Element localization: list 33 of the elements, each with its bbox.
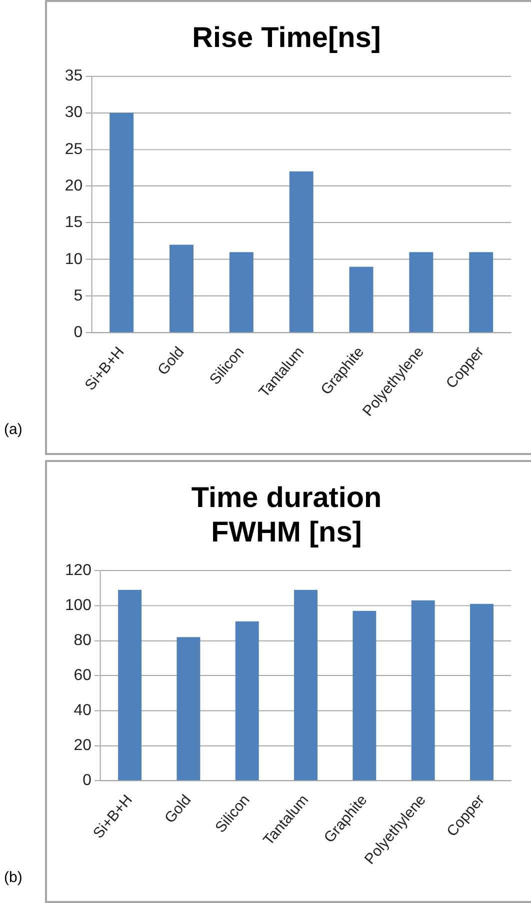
- y-tick-label: 120: [64, 562, 92, 579]
- bar: [289, 171, 314, 332]
- y-tick-label: 25: [64, 140, 83, 158]
- bar: [352, 610, 376, 780]
- y-tick-label: 100: [64, 597, 92, 614]
- bar: [411, 600, 435, 780]
- bar: [118, 590, 142, 780]
- y-tick-label: 35: [64, 68, 83, 84]
- y-tick-label: 80: [74, 632, 92, 650]
- bar: [110, 112, 134, 332]
- y-tick-label: 20: [64, 177, 83, 194]
- y-tick-label: 5: [74, 287, 83, 304]
- text: (b): [4, 869, 22, 886]
- bar: [469, 252, 494, 332]
- y-tick-label: 60: [74, 667, 92, 684]
- bar: [170, 244, 194, 332]
- bar: [235, 621, 259, 780]
- y-tick-label: 40: [74, 702, 92, 720]
- y-tick-label: 0: [82, 772, 92, 790]
- bar: [349, 266, 374, 332]
- y-tick-label: 15: [64, 214, 83, 232]
- y-tick-label: 30: [64, 104, 83, 122]
- chart-title: Rise Time[ns]: [192, 22, 381, 54]
- text: (a): [4, 421, 22, 438]
- bar: [176, 637, 200, 780]
- y-tick-label: 10: [64, 250, 83, 268]
- chart-title: Time duration FWHM [ns]: [191, 482, 382, 548]
- bar: [294, 590, 318, 780]
- bar: [409, 252, 434, 332]
- y-tick-label: 0: [74, 324, 83, 342]
- y-tick-label: 20: [74, 737, 92, 754]
- bar: [470, 604, 494, 780]
- bar: [229, 252, 254, 332]
